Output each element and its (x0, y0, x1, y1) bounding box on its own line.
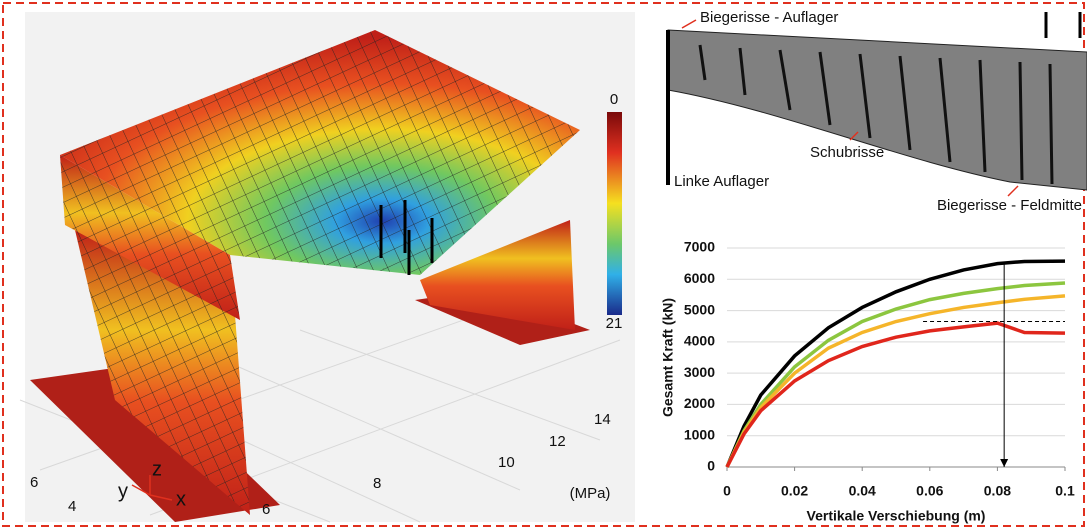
arrow-head (1000, 459, 1008, 467)
colorbar-label: 0 (610, 91, 618, 108)
floor-tick: 4 (68, 498, 76, 515)
y-tick-label: 2000 (684, 395, 715, 411)
y-tick-label: 6000 (684, 270, 715, 286)
x-tick-label: 0.02 (781, 483, 808, 499)
floor-tick: 14 (594, 411, 611, 428)
y-tick-label: 7000 (684, 239, 715, 255)
x-tick-label: 0.04 (849, 483, 876, 499)
axis-label: y (118, 480, 128, 502)
load-arrows (1046, 12, 1080, 38)
floor-tick: 10 (498, 454, 515, 471)
colorbar-label: 21 (606, 315, 623, 332)
label: Biegerisse - Feldmitte (937, 197, 1082, 214)
page: {"fe_model": {"colorbar_top": "0", "colo… (0, 0, 1087, 529)
series-line (727, 323, 1065, 467)
y-tick-label: 5000 (684, 301, 715, 317)
floor-tick: 8 (373, 475, 381, 492)
beam (668, 30, 1087, 190)
pointer (682, 20, 696, 28)
pointer (1008, 186, 1018, 196)
y-tick-label: 0 (707, 458, 715, 474)
x-axis-label: Vertikale Verschiebung (m) (807, 508, 986, 524)
line-chart: 0 1000 2000 3000 4000 5000 6000 7000 0 0.02 0.04 0.… (660, 239, 1075, 524)
label: Linke Auflager (674, 173, 769, 190)
x-tick-label: 0.06 (916, 483, 943, 499)
label: Schubrisse (810, 144, 884, 161)
y-tick-label: 4000 (684, 333, 715, 349)
unit-label: (MPa) (570, 485, 611, 502)
axis-label: z (152, 458, 162, 480)
x-tick-label: 0.1 (1055, 483, 1075, 499)
crack-diagram: Biegerisse - Auflager Schubrisse Linke A… (668, 9, 1087, 214)
fe-model: 0 21 (MPa) 6 4 6 8 10 12 14 y z x (20, 12, 635, 522)
y-axis-label: Gesamt Kraft (kN) (660, 298, 676, 417)
y-tick-label: 1000 (684, 426, 715, 442)
floor-tick: 6 (262, 501, 270, 518)
axis-label: x (176, 488, 186, 510)
y-tick-label: 3000 (684, 364, 715, 380)
figure: 0 21 (MPa) 6 4 6 8 10 12 14 y z x Bieger… (0, 0, 1087, 529)
x-tick-label: 0 (723, 483, 731, 499)
label: Biegerisse - Auflager (700, 9, 838, 26)
colorbar (607, 112, 622, 315)
floor-tick: 12 (549, 433, 566, 450)
floor-tick: 6 (30, 474, 38, 491)
x-tick-label: 0.08 (984, 483, 1011, 499)
